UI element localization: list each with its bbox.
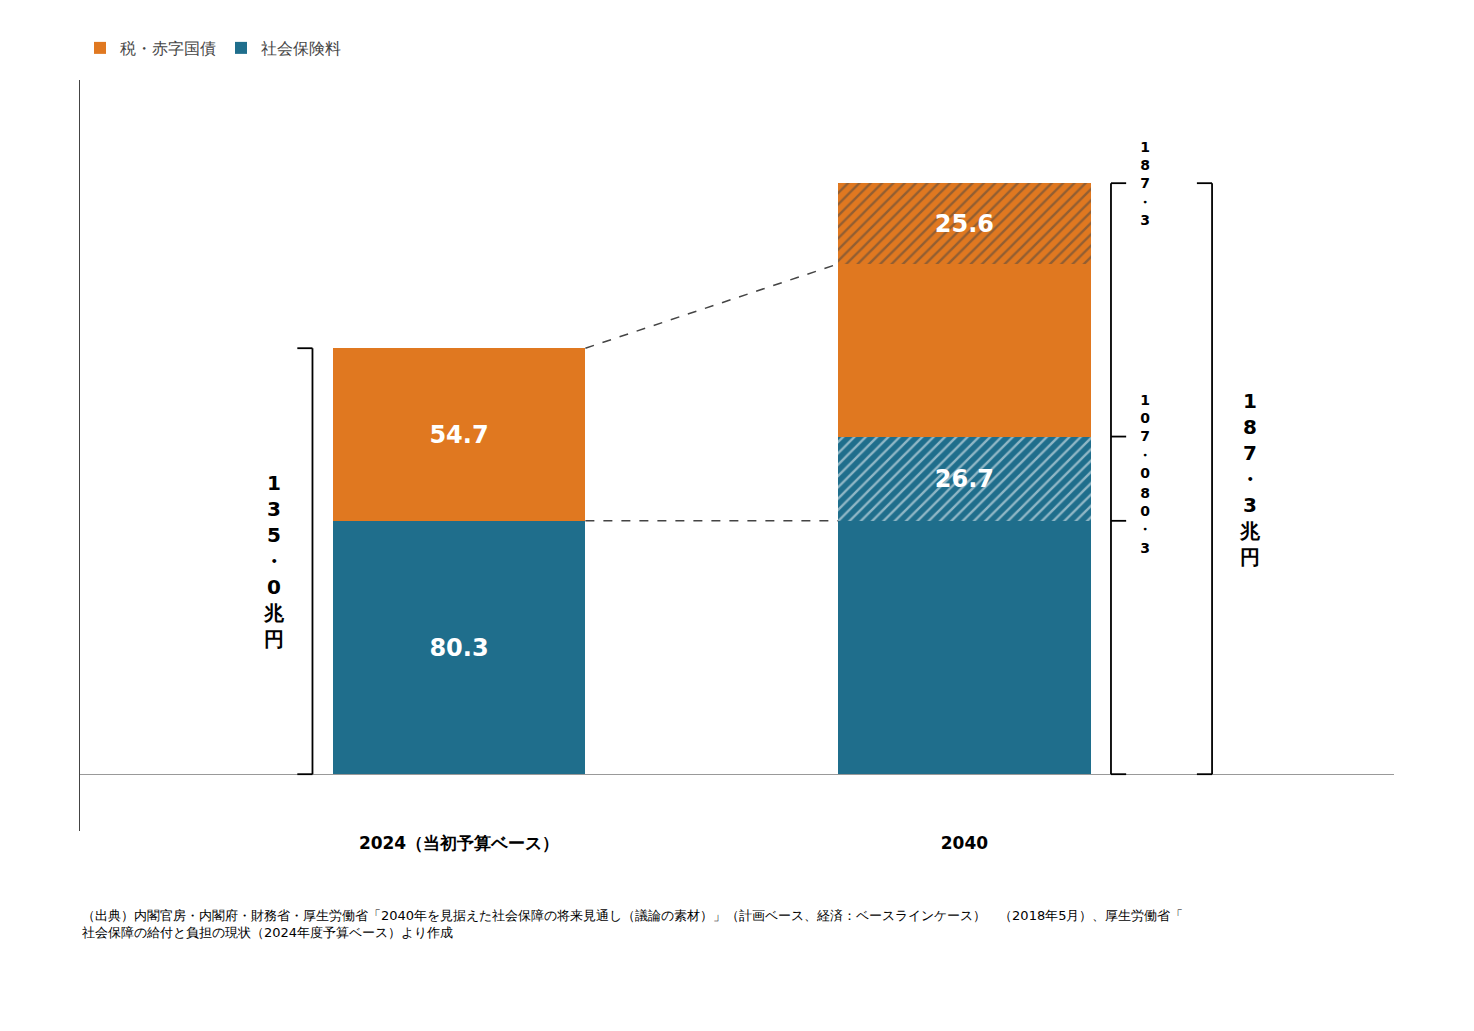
svg-text:80.3: 80.3 [429,634,488,662]
svg-text:135・0兆円: 135・0兆円 [263,471,285,651]
svg-text:社会保険料: 社会保険料 [261,39,341,58]
svg-text:187・3兆円: 187・3兆円 [1239,389,1261,569]
svg-text:80・3: 80・3 [1138,485,1152,556]
svg-text:税・赤字国債: 税・赤字国債 [120,39,216,58]
svg-text:25.6: 25.6 [935,210,994,238]
svg-text:（出典）内閣官房・内閣府・財務省・厚生労働省「2040年を見: （出典）内閣官房・内閣府・財務省・厚生労働省「2040年を見据えた社会保障の将来… [82,908,1183,940]
svg-text:2024（当初予算ベース）: 2024（当初予算ベース） [359,833,559,853]
svg-text:2040: 2040 [941,833,988,853]
svg-text:187・3: 187・3 [1138,139,1152,228]
svg-text:26.7: 26.7 [935,465,994,493]
svg-text:107・0: 107・0 [1138,392,1152,481]
svg-text:54.7: 54.7 [429,421,488,449]
